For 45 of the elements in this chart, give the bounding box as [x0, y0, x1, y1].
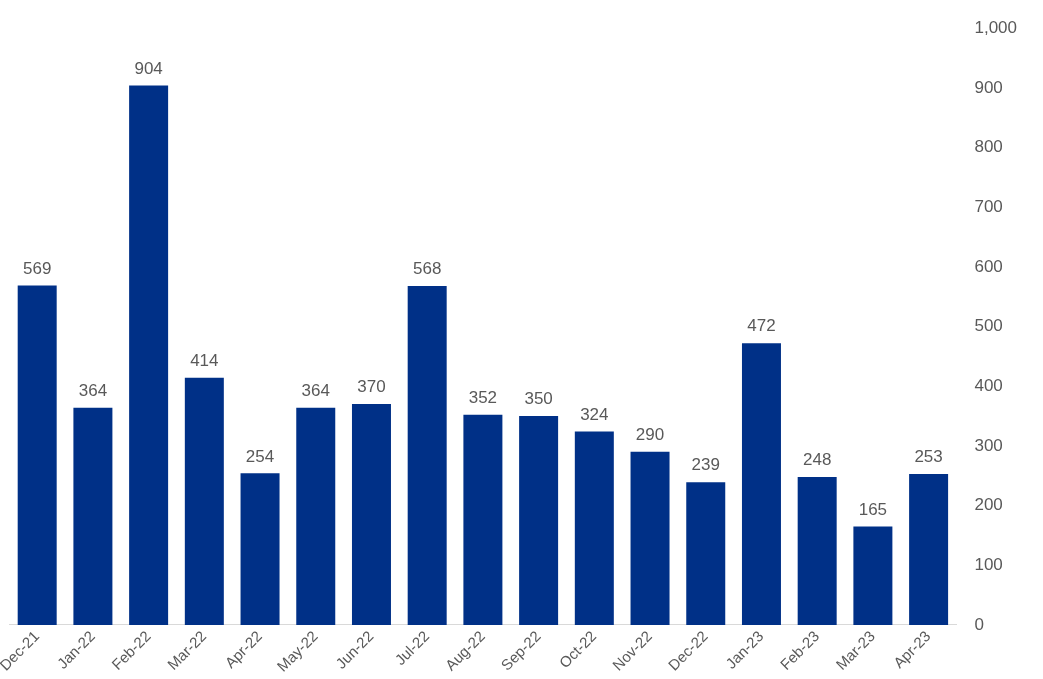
- y-tick-label: 300: [974, 435, 1003, 455]
- data-label: 364: [78, 380, 108, 400]
- y-tick-label: 700: [974, 196, 1003, 216]
- y-tick-label: 200: [974, 495, 1003, 515]
- bar: [853, 526, 893, 625]
- bar: [73, 407, 113, 625]
- y-tick-label: 900: [974, 77, 1003, 97]
- data-label: 165: [858, 499, 888, 519]
- data-label: 370: [357, 377, 386, 397]
- bar: [463, 414, 503, 625]
- bar: [574, 431, 614, 625]
- bar: [184, 377, 224, 625]
- data-label: 350: [524, 389, 553, 409]
- bar: [17, 285, 57, 625]
- y-tick-label: 1,000: [974, 17, 1018, 37]
- bar: [407, 285, 447, 625]
- y-tick-label: 600: [974, 256, 1003, 276]
- data-label: 352: [468, 388, 498, 408]
- bar: [351, 404, 391, 625]
- data-label: 569: [23, 258, 52, 278]
- bar: [797, 476, 837, 625]
- data-label: 239: [691, 455, 720, 475]
- data-label: 568: [413, 259, 442, 279]
- data-label: 253: [914, 447, 943, 467]
- data-label: 364: [301, 380, 330, 400]
- y-tick-label: 0: [974, 614, 984, 634]
- y-tick-label: 400: [974, 375, 1003, 395]
- data-label: 254: [245, 446, 275, 466]
- data-label: 472: [747, 316, 776, 336]
- bar: [519, 416, 559, 625]
- bar: [686, 482, 726, 625]
- y-tick-label: 100: [974, 554, 1003, 574]
- bar: [240, 473, 280, 625]
- data-label: 324: [580, 404, 609, 424]
- data-label: 248: [802, 450, 832, 470]
- bar: [630, 451, 670, 625]
- data-label: 290: [635, 425, 665, 445]
- bar: [909, 473, 949, 625]
- y-tick-label: 800: [974, 137, 1003, 157]
- y-tick-label: 500: [974, 316, 1003, 336]
- data-label: 904: [134, 58, 163, 78]
- bar: [296, 407, 336, 625]
- bar: [741, 343, 781, 625]
- bar: [129, 85, 169, 625]
- data-label: 414: [190, 351, 219, 371]
